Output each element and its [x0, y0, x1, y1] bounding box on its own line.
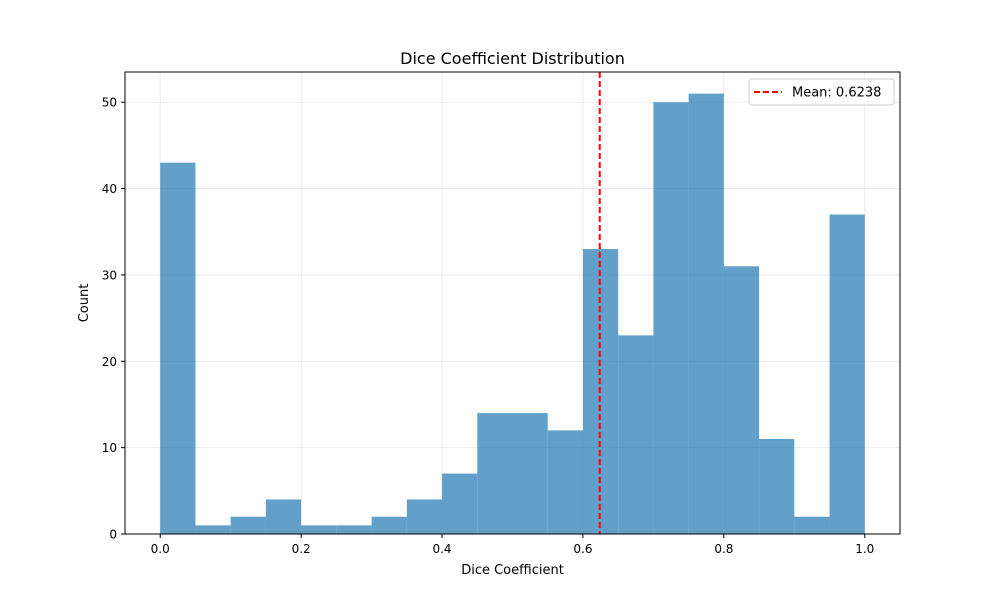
y-tick-label: 0 [109, 528, 117, 542]
x-tick-label: 0.6 [573, 542, 592, 556]
y-tick-label: 50 [102, 96, 117, 110]
histogram-bar [688, 93, 724, 535]
histogram-bar [406, 499, 443, 534]
plot-frame [124, 71, 901, 535]
histogram-bar [301, 525, 337, 534]
histogram-bar [512, 413, 548, 534]
histogram-bar [618, 335, 654, 534]
legend: Mean: 0.6238 [748, 78, 895, 106]
y-tick-label: 40 [102, 182, 117, 196]
x-tick-label: 1.0 [855, 542, 874, 556]
histogram-bar [653, 102, 689, 534]
y-tick-label: 10 [102, 441, 117, 455]
histogram-bar [547, 430, 583, 534]
histogram-bar [794, 516, 830, 534]
histogram-bar [477, 413, 513, 534]
histogram-bar [265, 499, 302, 534]
y-tick-label: 30 [102, 268, 117, 282]
histogram-bar [230, 516, 266, 534]
x-tick-label: 0.0 [151, 542, 170, 556]
histogram-bar [759, 439, 795, 534]
legend-mean-label: Mean: 0.6238 [792, 86, 881, 101]
histogram-bar [160, 162, 196, 534]
chart-title: Dice Coefficient Distribution [400, 49, 625, 68]
histogram-bar [336, 525, 372, 534]
x-tick-label: 0.2 [292, 542, 311, 556]
histogram-bar [371, 516, 407, 534]
y-axis-label: Count [77, 284, 92, 323]
x-ticks: 0.0 0.2 0.4 0.6 0.8 1.0 [151, 534, 874, 556]
y-tick-label: 20 [102, 355, 117, 369]
y-ticks: 0 10 20 30 40 50 [102, 96, 125, 542]
histogram-bar [723, 266, 760, 534]
x-tick-label: 0.4 [432, 542, 451, 556]
legend-box [748, 78, 895, 106]
histogram-bar [442, 473, 478, 534]
histogram-bar [195, 525, 231, 534]
bars-layer [160, 93, 865, 535]
x-tick-label: 0.8 [714, 542, 733, 556]
x-axis-label: Dice Coefficient [461, 563, 564, 578]
histogram-bar [829, 214, 865, 535]
